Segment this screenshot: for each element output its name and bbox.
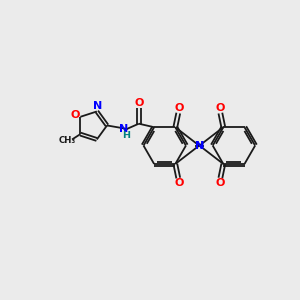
Text: CH₃: CH₃ [58,136,76,146]
Text: O: O [174,103,184,113]
Text: O: O [215,178,224,188]
Text: O: O [174,178,184,188]
Text: N: N [93,101,102,111]
Text: O: O [71,110,80,120]
Text: N: N [119,124,128,134]
Text: H: H [122,131,130,140]
Text: N: N [195,141,204,151]
Text: N: N [194,141,204,151]
Text: O: O [215,103,224,113]
Text: O: O [134,98,143,108]
